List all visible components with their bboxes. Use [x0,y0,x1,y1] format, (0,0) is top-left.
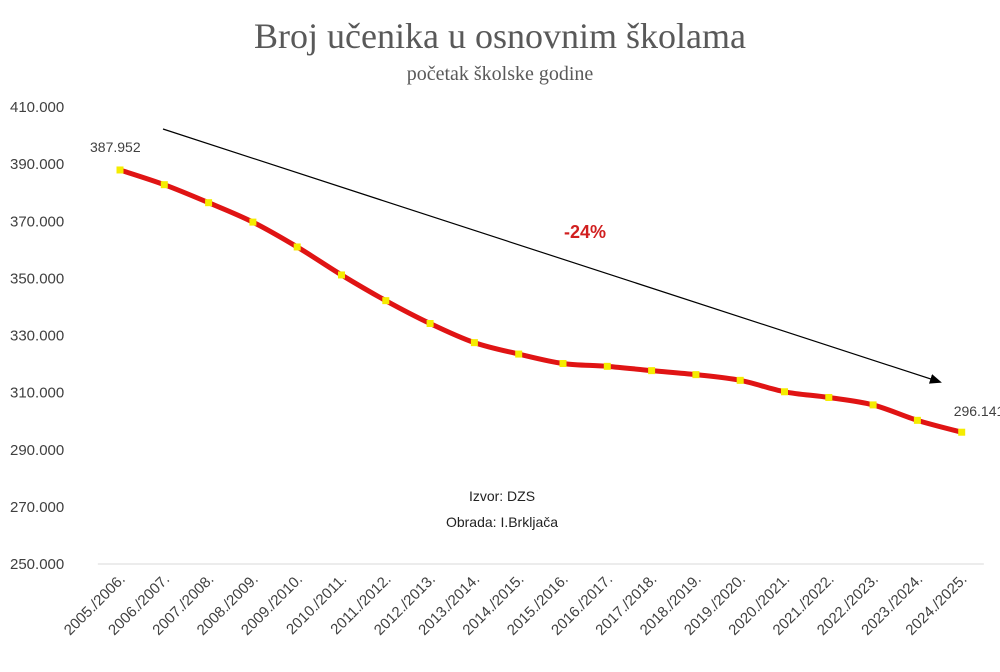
data-label: 387.952 [90,139,141,155]
y-tick-label: 350.000 [10,270,64,287]
data-point-marker [825,393,833,401]
y-tick-label: 370.000 [10,213,64,230]
percent-change-annotation: -24% [564,222,606,242]
x-axis: 2005./2006.2006./2007.2007./2008.2008./2… [61,571,971,639]
chart-title: Broj učenika u osnovnim školama [254,16,746,56]
data-point-marker [205,199,213,207]
data-point-marker [426,320,434,328]
data-point-marker [648,367,656,375]
data-point-marker [160,181,168,189]
data-point-marker [736,376,744,384]
data-point-marker [338,271,345,279]
data-labels: 387.952 296.141 [90,139,1000,419]
trend-arrow-line [162,128,942,384]
data-point-marker [249,218,257,226]
y-tick-label: 390.000 [10,156,64,173]
data-point-marker [603,362,611,370]
data-point-marker [515,350,523,358]
data-point-marker [293,243,301,251]
chart-subtitle: početak školske godine [407,63,594,85]
data-point-marker [781,388,788,396]
processing-note: Obrada: I.Brkljača [446,514,558,530]
y-tick-label: 310.000 [10,385,64,402]
data-point-marker [869,401,877,409]
data-point-marker [559,359,567,367]
y-axis: 250.000 270.000 290.000 310.000 330.000 350.0… [10,99,64,573]
y-tick-label: 290.000 [10,442,64,459]
y-tick-label: 250.000 [10,556,64,573]
data-point-marker [913,416,921,424]
y-tick-label: 410.000 [10,99,64,116]
series-layer [116,166,966,436]
data-point-marker [116,166,124,174]
data-point-marker [382,297,390,305]
data-point-marker [958,428,966,436]
data-point-marker [470,339,478,347]
data-point-marker [692,371,700,379]
source-note: Izvor: DZS [469,488,535,504]
trend-arrow [162,128,942,384]
data-label: 296.141 [954,403,1000,419]
series-line [117,167,965,435]
y-tick-label: 330.000 [10,328,64,345]
y-tick-label: 270.000 [10,499,64,516]
